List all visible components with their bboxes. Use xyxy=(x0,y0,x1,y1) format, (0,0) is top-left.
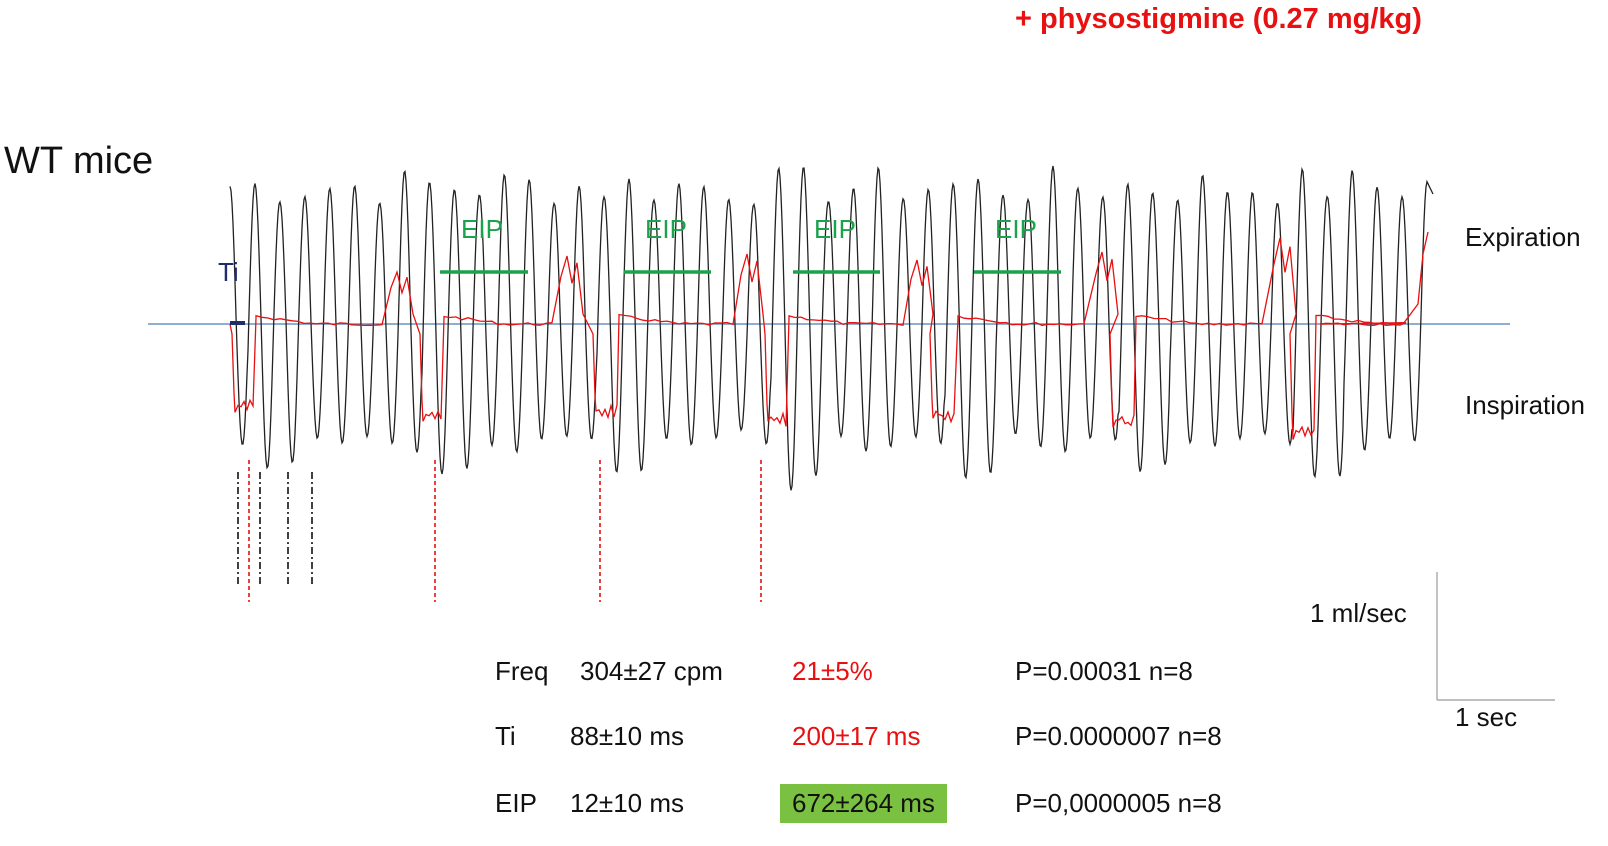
eip-annotation: EIP xyxy=(814,214,856,244)
baseline-trace xyxy=(229,165,1434,491)
treatment-title: + physostigmine (0.27 mg/kg) xyxy=(1015,3,1422,35)
treated-trace xyxy=(229,231,1429,440)
stats-p-value: P=0.0000007 n=8 xyxy=(1015,721,1222,751)
stats-treated: 200±17 ms xyxy=(792,721,921,751)
stats-p-value: P=0.00031 n=8 xyxy=(1015,656,1193,686)
eip-annotation: EIP xyxy=(645,214,687,244)
expiration-label: Expiration xyxy=(1465,222,1581,252)
stats-p-value: P=0,0000005 n=8 xyxy=(1015,788,1222,818)
eip-annotation: EIP xyxy=(995,214,1037,244)
flow-scale-label: 1 ml/sec xyxy=(1310,598,1407,628)
group-label: WT mice xyxy=(4,140,154,182)
stats-param: EIP xyxy=(495,788,537,818)
eip-annotation: EIP xyxy=(461,214,503,244)
stats-param: Ti xyxy=(495,721,516,751)
stats-baseline: 12±10 ms xyxy=(570,788,684,818)
ti-annotation: Ti xyxy=(218,257,239,287)
stats-treated: 21±5% xyxy=(792,656,873,686)
stats-treated: 672±264 ms xyxy=(780,784,947,823)
inspiration-label: Inspiration xyxy=(1465,390,1585,420)
time-scale-label: 1 sec xyxy=(1455,702,1518,732)
stats-param: Freq xyxy=(495,656,549,686)
stats-baseline: 88±10 ms xyxy=(570,721,684,751)
stats-baseline: 304±27 cpm xyxy=(580,656,723,686)
